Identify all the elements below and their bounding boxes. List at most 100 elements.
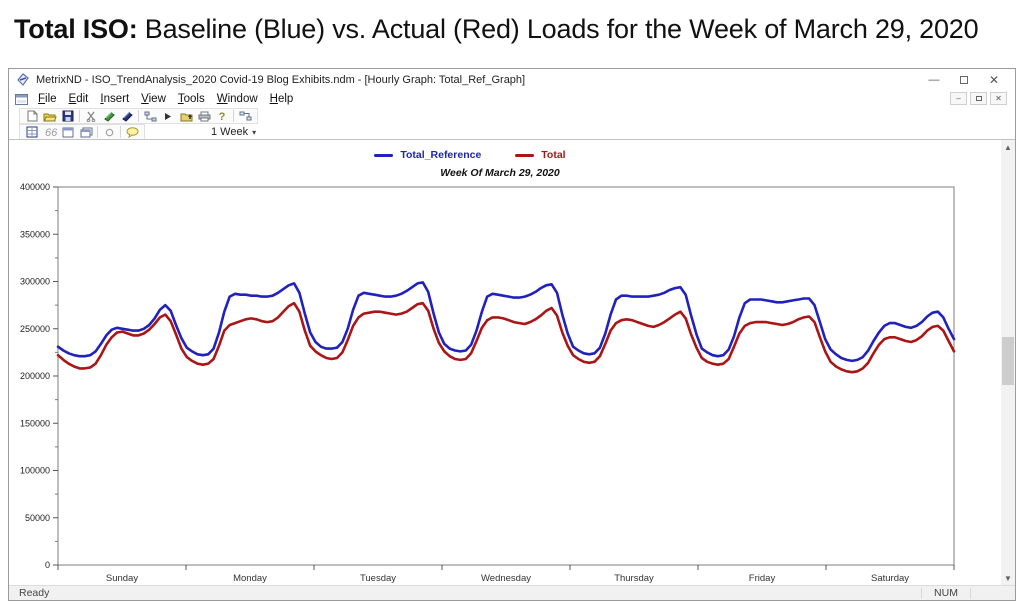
save-button[interactable]: [59, 109, 77, 123]
scrollbar-thumb[interactable]: [1002, 337, 1014, 385]
svg-text:?: ?: [219, 111, 226, 122]
minimize-button[interactable]: —: [928, 73, 940, 86]
y-axis-tick-label: 350000: [20, 229, 50, 239]
comment-button[interactable]: [123, 125, 141, 139]
scroll-up-icon[interactable]: ▲: [1004, 143, 1012, 152]
num-lock-indicator: NUM: [934, 587, 958, 599]
cascade-windows-icon: [80, 127, 92, 137]
chart-line-total: [56, 301, 956, 374]
menu-insert[interactable]: Insert: [100, 93, 130, 105]
open-folder-icon: [43, 113, 57, 121]
new-file-button[interactable]: [23, 109, 41, 123]
y-axis-tick-label: 50000: [25, 513, 50, 523]
legend-item-total[interactable]: Total: [515, 149, 566, 161]
hourly-load-chart[interactable]: 0 50000 100000 150000 200000 250000 300000 3500…: [9, 140, 1015, 587]
chart-title: Week Of March 29, 2020: [440, 167, 560, 179]
record-button[interactable]: [100, 125, 118, 139]
menu-bar: File Edit Insert View Tools Window Help – ✕: [9, 90, 1015, 108]
week-range-value: 1 Week: [211, 126, 249, 138]
x-axis-day-label: Sunday: [106, 573, 138, 584]
status-bar: Ready NUM: [9, 585, 1015, 600]
x-axis-day-label: Wednesday: [481, 573, 531, 584]
chart-legend: Total_Reference Total: [0, 149, 973, 161]
y-axis-tick-label: 250000: [20, 324, 50, 334]
metrixnd-app-icon: [17, 73, 29, 86]
menu-view[interactable]: View: [141, 93, 166, 105]
new-window-button[interactable]: [59, 125, 77, 139]
y-axis-tick-label: 150000: [20, 418, 50, 428]
mdi-restore-icon: [975, 96, 982, 101]
x-axis-day-label: Thursday: [614, 573, 654, 584]
hierarchy-button[interactable]: [236, 109, 254, 123]
paste-navy-button[interactable]: [118, 109, 136, 123]
annotate-button[interactable]: 66: [41, 125, 59, 139]
y-axis-tick-label: 100000: [20, 466, 50, 476]
page-title-rest: Baseline (Blue) vs. Actual (Red) Loads f…: [137, 14, 979, 44]
close-button[interactable]: ✕: [988, 72, 1000, 87]
x-axis-day-label: Saturday: [871, 573, 909, 584]
legend-swatch-blue: [374, 153, 394, 157]
y-axis-tick-label: 400000: [20, 182, 50, 192]
help-button[interactable]: ?: [213, 109, 231, 123]
speech-bubble-icon: [126, 126, 138, 138]
scissors-icon: [86, 111, 95, 122]
page-title: Total ISO: Baseline (Blue) vs. Actual (R…: [14, 14, 1014, 45]
legend-item-total-reference[interactable]: Total_Reference: [374, 149, 481, 161]
grid-save-icon: [26, 126, 38, 138]
y-axis-tick-label: 200000: [20, 371, 50, 381]
green-notebook-icon: [103, 111, 115, 122]
window-title: MetrixND - ISO_TrendAnalysis_2020 Covid-…: [36, 73, 526, 86]
week-range-select[interactable]: 1 Week ▾: [207, 125, 260, 140]
menu-file[interactable]: File: [38, 93, 57, 105]
vertical-scrollbar[interactable]: ▲ ▼: [1001, 140, 1015, 587]
save-view-button[interactable]: [23, 125, 41, 139]
print-button[interactable]: [195, 109, 213, 123]
export-button[interactable]: [177, 109, 195, 123]
hierarchy-icon: [239, 111, 251, 120]
menu-help[interactable]: Help: [269, 93, 294, 105]
menu-items: File Edit Insert View Tools Window Help: [32, 93, 299, 105]
chevron-down-icon: ▾: [252, 127, 257, 137]
legend-label-total-reference: Total_Reference: [400, 149, 482, 161]
mdi-minimize-button[interactable]: –: [950, 92, 967, 105]
y-axis-tick-label: 0: [45, 560, 50, 570]
menu-edit[interactable]: Edit: [68, 93, 89, 105]
navy-notebook-icon: [121, 111, 133, 122]
document-window-icon[interactable]: [15, 93, 28, 105]
status-message: Ready: [19, 587, 50, 599]
page-title-bold: Total ISO:: [14, 14, 138, 44]
cascade-window-button[interactable]: [77, 125, 95, 139]
cut-button[interactable]: [82, 109, 100, 123]
quotes-icon: 66: [45, 127, 57, 137]
chart-line-total_reference: [56, 281, 956, 363]
mdi-close-button[interactable]: ✕: [990, 92, 1007, 105]
svg-text:66: 66: [45, 127, 57, 137]
printer-icon: [198, 111, 210, 121]
menu-tools[interactable]: Tools: [177, 93, 205, 105]
run-button[interactable]: [159, 109, 177, 123]
plot-border: [57, 186, 955, 566]
save-floppy-icon: [62, 110, 74, 122]
flowchart-icon: [144, 111, 156, 121]
open-file-button[interactable]: [41, 109, 59, 123]
x-axis-day-label: Monday: [233, 573, 267, 584]
dependency-view-button[interactable]: [141, 109, 159, 123]
folder-arrow-icon: [180, 113, 192, 121]
metrixnd-window: MetrixND - ISO_TrendAnalysis_2020 Covid-…: [8, 68, 1016, 601]
scroll-down-icon[interactable]: ▼: [1004, 574, 1012, 583]
graph-client-area: Total_Reference Total Week Of March 29, …: [9, 139, 1015, 587]
help-icon: ?: [219, 111, 226, 122]
restore-icon: [960, 73, 973, 84]
play-icon: [165, 112, 171, 120]
new-file-icon: [27, 110, 37, 122]
mdi-restore-button[interactable]: [970, 92, 987, 105]
legend-label-total: Total: [541, 149, 566, 161]
circle-icon: [105, 128, 113, 136]
window-titlebar[interactable]: MetrixND - ISO_TrendAnalysis_2020 Covid-…: [9, 69, 1015, 90]
legend-swatch-red: [515, 153, 535, 157]
mdi-window-controls: – ✕: [950, 92, 1007, 105]
menu-window[interactable]: Window: [216, 93, 258, 105]
restore-button[interactable]: [949, 69, 979, 90]
y-axis-tick-label: 300000: [20, 277, 50, 287]
copy-green-button[interactable]: [100, 109, 118, 123]
